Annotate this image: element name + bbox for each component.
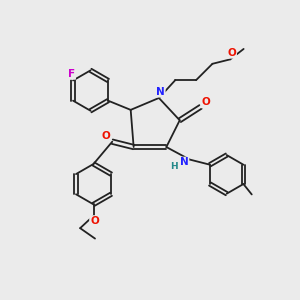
Text: O: O (101, 131, 110, 141)
Text: O: O (202, 98, 210, 107)
Text: N: N (180, 158, 189, 167)
Text: H: H (170, 161, 178, 170)
Text: F: F (68, 69, 75, 79)
Text: O: O (227, 48, 236, 58)
Text: N: N (156, 87, 165, 97)
Text: O: O (90, 216, 99, 226)
